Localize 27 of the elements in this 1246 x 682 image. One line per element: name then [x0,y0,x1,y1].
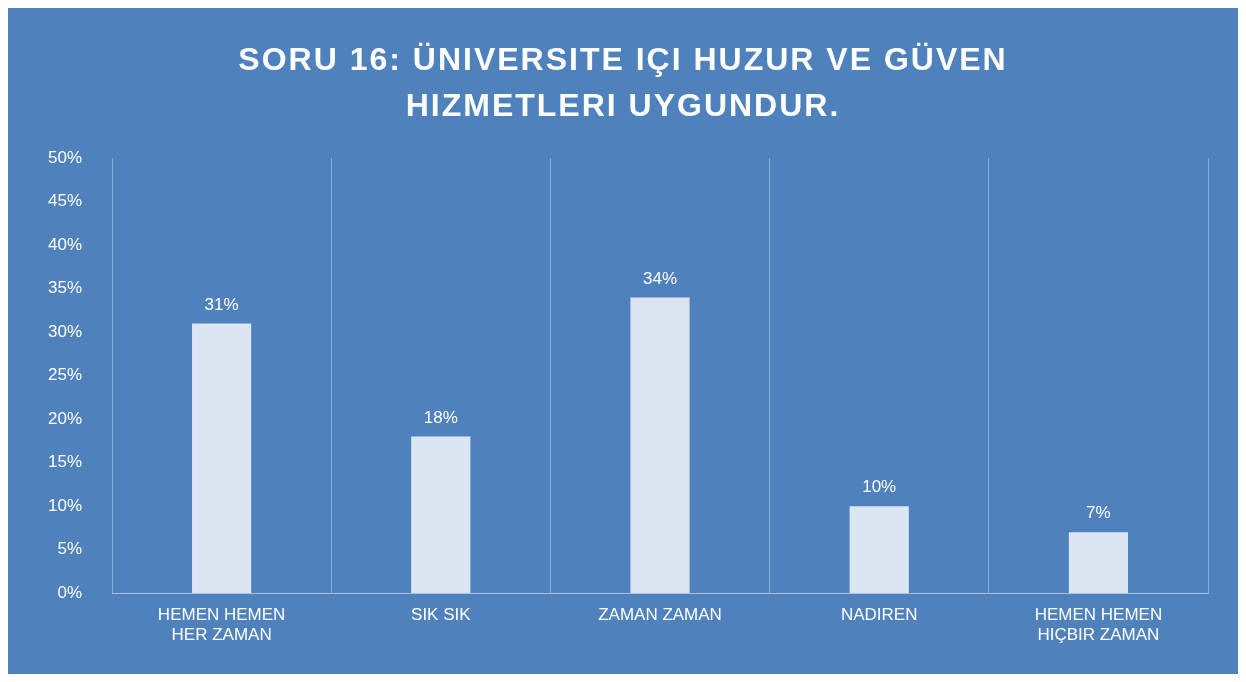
bar [849,506,909,594]
bar [411,436,471,594]
bar [192,323,252,594]
y-tick-label: 30% [47,321,83,341]
y-tick-label: 5% [57,539,83,559]
y-tick-label: 15% [47,452,83,472]
data-label: 31% [204,294,239,314]
data-label: 10% [862,477,897,497]
x-tick-label: HEMEN HEMEN HER ZAMAN [157,605,286,645]
x-tick-label: SIK SIK [411,605,472,625]
bar [630,297,690,594]
x-tick-label: NADIREN [840,605,918,625]
data-label: 7% [1086,503,1111,523]
y-tick-label: 0% [57,582,83,602]
x-tick-label: ZAMAN ZAMAN [598,605,722,625]
data-label: 34% [643,268,678,288]
y-tick-label: 45% [47,191,83,211]
bar [1068,532,1128,594]
y-tick-label: 10% [47,495,83,515]
chart-title: SORU 16: ÜNIVERSITE IÇI HUZUR VE GÜVEN HIZMETLERI UYGUNDUR. [237,40,1009,123]
y-tick-label: 40% [47,234,83,254]
y-tick-label: 35% [47,278,83,298]
y-tick-label: 50% [47,147,83,167]
y-tick-label: 20% [47,408,83,428]
data-label: 18% [423,407,458,427]
y-tick-label: 25% [47,365,83,385]
x-tick-label: HEMEN HEMEN HIÇBIR ZAMAN [1034,605,1163,645]
